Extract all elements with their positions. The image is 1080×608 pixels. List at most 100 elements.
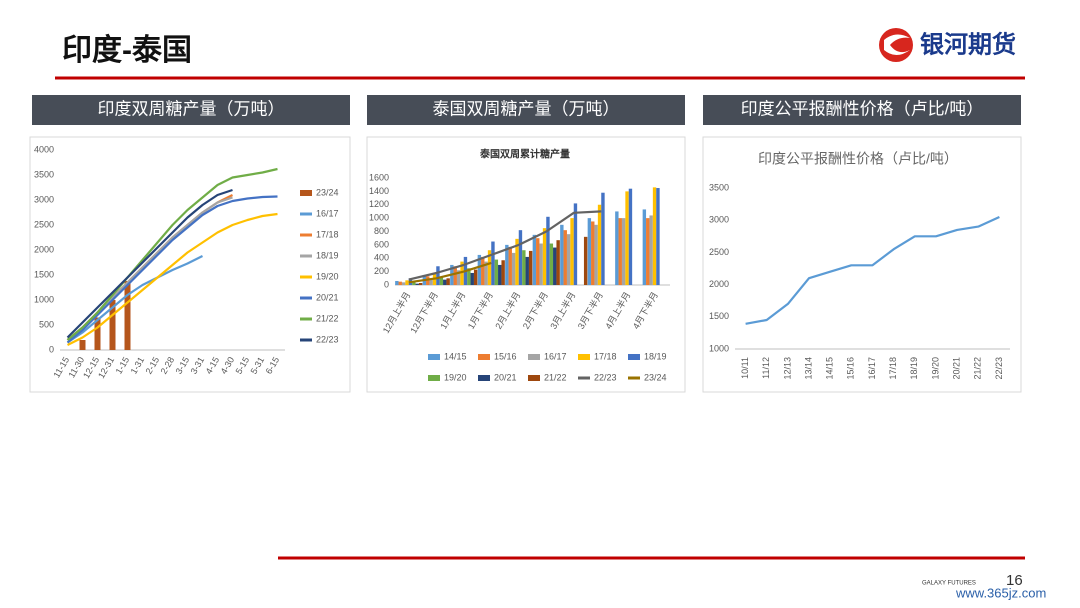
bar <box>570 218 574 285</box>
watermark: www.365jz.com <box>955 585 1046 600</box>
bar <box>498 264 502 285</box>
x-tick-label: 20/21 <box>951 357 961 380</box>
legend-label: 16/17 <box>316 208 339 218</box>
bar <box>573 203 578 285</box>
bar <box>587 218 592 285</box>
legend-swatch <box>300 190 312 196</box>
line-series <box>66 167 278 341</box>
bar <box>124 281 131 350</box>
legend-swatch <box>628 354 640 360</box>
legend-swatch <box>528 354 540 360</box>
legend-swatch <box>578 354 590 360</box>
x-tick-label: 15/16 <box>846 357 856 380</box>
legend-label: 19/20 <box>444 372 467 382</box>
line-series <box>408 210 602 281</box>
line-series <box>745 215 1000 325</box>
legend-label: 17/18 <box>594 351 617 361</box>
bar <box>560 224 564 285</box>
line-series <box>66 195 278 344</box>
x-tick-label: 13/14 <box>803 357 813 380</box>
bar <box>456 270 461 285</box>
bar <box>405 280 409 285</box>
line-series <box>67 212 278 346</box>
legend-label: 21/22 <box>544 372 567 382</box>
bar <box>549 243 554 285</box>
legend-label: 22/23 <box>316 334 339 344</box>
panel-header-bg <box>32 95 350 125</box>
x-tick-label: 10/11 <box>740 357 750 379</box>
y-tick-label: 2500 <box>709 247 729 257</box>
y-tick-label: 3500 <box>34 169 54 179</box>
y-tick-label: 3000 <box>34 194 54 204</box>
legend-label: 15/16 <box>494 351 517 361</box>
bar <box>615 211 619 285</box>
chart-frame <box>29 136 351 393</box>
y-tick-label: 1500 <box>34 269 54 279</box>
chart-title: 印度公平报酬性价格（卢比/吨） <box>758 151 958 167</box>
panel-header: 泰国双周糖产量（万吨） <box>433 99 620 118</box>
bar <box>477 254 482 285</box>
chart-title: 泰国双周累计糖产量 <box>479 148 570 161</box>
y-tick-label: 2500 <box>34 219 54 229</box>
slide-title: 印度-泰国 <box>62 34 192 67</box>
y-tick-label: 500 <box>39 319 54 329</box>
line-series <box>66 188 233 339</box>
x-tick-label: 18/19 <box>909 357 919 380</box>
y-tick-label: 0 <box>384 279 389 289</box>
bar <box>439 276 444 285</box>
y-tick-label: 2000 <box>709 279 729 289</box>
y-tick-label: 3500 <box>709 182 729 192</box>
bar <box>446 278 450 285</box>
bar <box>556 240 560 285</box>
bar <box>505 244 509 285</box>
bar <box>528 250 533 285</box>
y-tick-label: 2000 <box>34 244 54 254</box>
x-tick-label: 22/23 <box>994 357 1004 380</box>
x-tick-label: 17/18 <box>888 357 898 380</box>
y-tick-label: 1200 <box>369 199 389 209</box>
y-tick-label: 1000 <box>34 294 54 304</box>
bar <box>109 300 116 350</box>
legend-label: 16/17 <box>544 351 567 361</box>
panel-header: 印度双周糖产量（万吨） <box>98 99 285 118</box>
bar <box>412 282 416 285</box>
bar <box>487 250 492 285</box>
legend-label: 19/20 <box>316 271 339 281</box>
y-tick-label: 1500 <box>709 311 729 321</box>
x-tick-label: 21/22 <box>973 357 983 380</box>
y-tick-label: 1600 <box>369 172 389 182</box>
bar <box>628 188 633 285</box>
legend-label: 20/21 <box>316 292 339 302</box>
y-tick-label: 4000 <box>34 144 54 154</box>
bar <box>453 266 457 285</box>
y-tick-label: 1400 <box>369 186 389 196</box>
bar <box>398 281 402 285</box>
bar <box>656 188 660 285</box>
bar <box>597 204 602 285</box>
legend-swatch <box>428 354 440 360</box>
bar <box>470 272 474 285</box>
bar <box>542 228 547 285</box>
bar <box>618 218 622 285</box>
bar <box>429 278 433 285</box>
legend-label: 23/24 <box>644 372 667 382</box>
legend-swatch <box>478 375 490 381</box>
bar <box>515 238 519 285</box>
legend-swatch <box>428 375 440 381</box>
bar <box>79 340 86 350</box>
y-tick-label: 600 <box>374 239 389 249</box>
bar <box>401 282 406 285</box>
bar <box>591 221 595 285</box>
legend-swatch <box>478 354 490 360</box>
bar <box>443 279 447 285</box>
bar <box>473 269 478 285</box>
bar <box>467 268 471 285</box>
legend-label: 20/21 <box>494 372 517 382</box>
logo-text: 银河期货 <box>920 30 1016 58</box>
bar <box>418 282 423 285</box>
bar <box>553 247 557 285</box>
bar <box>532 234 537 285</box>
bar <box>539 243 543 285</box>
panel-header-bg <box>367 95 685 125</box>
